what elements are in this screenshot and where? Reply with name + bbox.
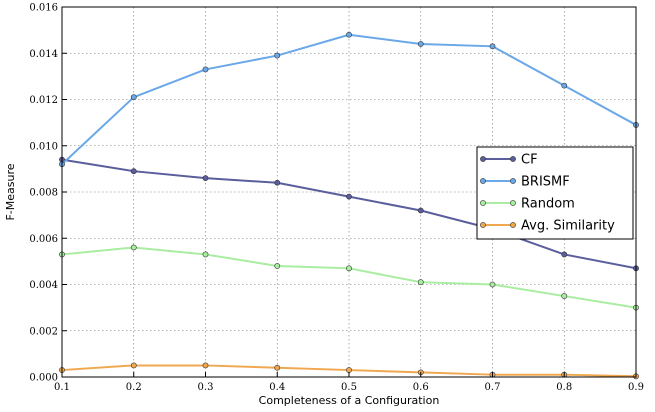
data-point	[417, 207, 424, 214]
series-brismf	[59, 31, 639, 168]
data-point	[274, 263, 281, 269]
data-point	[202, 362, 209, 369]
legend-marker	[480, 156, 486, 162]
legend-marker	[510, 200, 516, 206]
legend-label: Random	[521, 197, 575, 212]
x-axis-label: Completeness of a Configuration	[259, 394, 440, 407]
data-point	[274, 179, 281, 186]
data-point	[417, 279, 424, 286]
x-tick-label: 0.5	[341, 382, 357, 393]
y-tick-label: 0.012	[29, 95, 58, 106]
legend: CF BRISMF Random Avg. Similarity	[476, 146, 634, 240]
y-tick-label: 0.016	[29, 3, 58, 14]
x-tick-label: 0.1	[54, 382, 70, 393]
x-tick-label: 0.4	[269, 382, 285, 393]
x-tick-label: 0.2	[126, 382, 142, 393]
data-point	[202, 175, 209, 182]
legend-marker	[480, 222, 486, 228]
x-tick-label: 0.8	[556, 382, 572, 393]
legend-marker	[480, 200, 486, 206]
legend-marker	[480, 178, 486, 184]
data-point	[561, 82, 568, 89]
data-point	[561, 293, 568, 299]
legend-label: BRISMF	[521, 175, 570, 190]
data-point	[346, 265, 352, 272]
series-avg-similarity	[59, 362, 639, 380]
data-point	[274, 52, 281, 59]
data-point	[202, 251, 209, 258]
x-tick-label: 0.3	[198, 382, 214, 393]
x-tick-label: 0.9	[628, 382, 644, 393]
y-axis-label: F-Measure	[4, 163, 17, 220]
y-tick-label: 0.000	[29, 373, 58, 384]
y-tick-label: 0.006	[29, 234, 58, 245]
data-point	[274, 364, 281, 371]
data-point	[202, 66, 209, 73]
data-point	[561, 251, 568, 258]
y-tick-label: 0.004	[29, 280, 58, 291]
y-tick-label: 0.010	[29, 141, 58, 152]
legend-box	[476, 146, 634, 240]
y-tick-label: 0.014	[29, 49, 58, 60]
legend-marker	[510, 222, 516, 228]
data-point	[417, 41, 424, 47]
axis-ticks: 0.1 0.2 0.3 0.4 0.5 0.6 0.7 0.8 0.9 0.000 0.002 0.0…	[29, 3, 644, 394]
legend-label: CF	[521, 153, 538, 168]
legend-marker	[510, 156, 516, 162]
data-point	[489, 281, 496, 288]
data-point	[130, 168, 137, 175]
data-point	[130, 94, 137, 101]
series-lines	[59, 31, 639, 380]
series-line-random	[61, 246, 637, 309]
data-point	[346, 193, 352, 200]
legend-marker	[510, 178, 516, 184]
y-tick-label: 0.002	[29, 326, 58, 337]
data-point	[489, 43, 496, 50]
data-point	[346, 367, 352, 373]
data-point	[130, 244, 137, 251]
x-tick-label: 0.7	[485, 382, 501, 393]
y-tick-label: 0.008	[29, 188, 58, 199]
x-tick-label: 0.6	[413, 382, 429, 393]
legend-label: Avg. Similarity	[521, 219, 615, 234]
data-point	[346, 31, 352, 38]
data-point	[130, 362, 137, 369]
